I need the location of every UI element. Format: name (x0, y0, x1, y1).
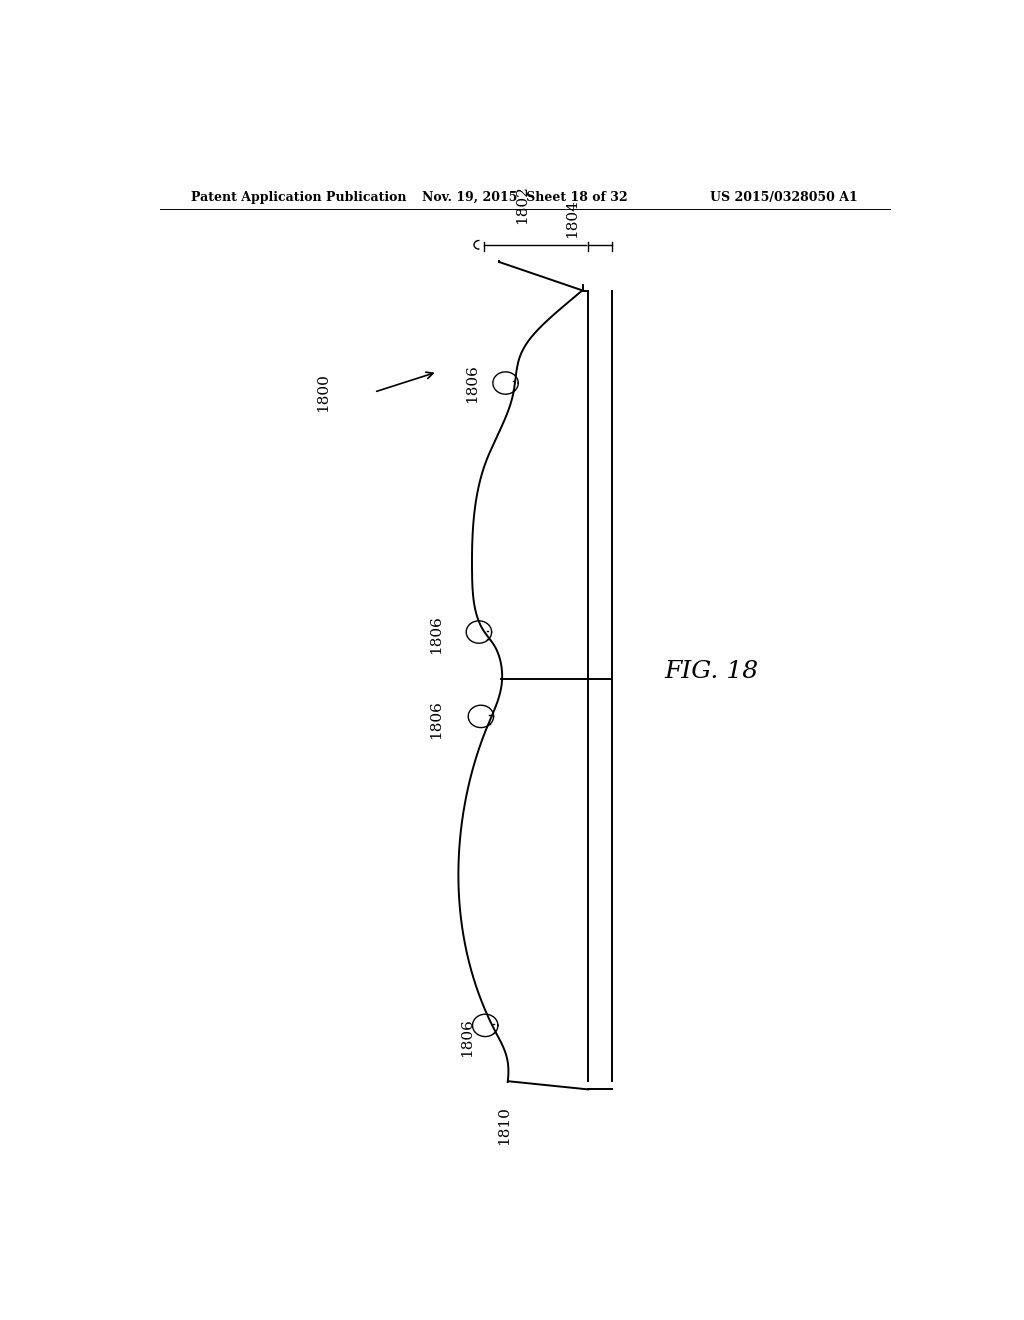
Text: 1804: 1804 (565, 199, 580, 238)
Text: US 2015/0328050 A1: US 2015/0328050 A1 (711, 190, 858, 203)
Text: FIG. 18: FIG. 18 (665, 660, 759, 684)
Text: 1806: 1806 (429, 615, 443, 653)
Text: 1806: 1806 (460, 1018, 474, 1057)
Text: 1802: 1802 (515, 186, 529, 224)
Text: Patent Application Publication: Patent Application Publication (191, 190, 407, 203)
Text: 1806: 1806 (466, 364, 479, 404)
Text: 1810: 1810 (498, 1106, 511, 1144)
Text: 1806: 1806 (429, 700, 443, 739)
Text: 1800: 1800 (316, 372, 331, 412)
Text: Nov. 19, 2015  Sheet 18 of 32: Nov. 19, 2015 Sheet 18 of 32 (422, 190, 628, 203)
